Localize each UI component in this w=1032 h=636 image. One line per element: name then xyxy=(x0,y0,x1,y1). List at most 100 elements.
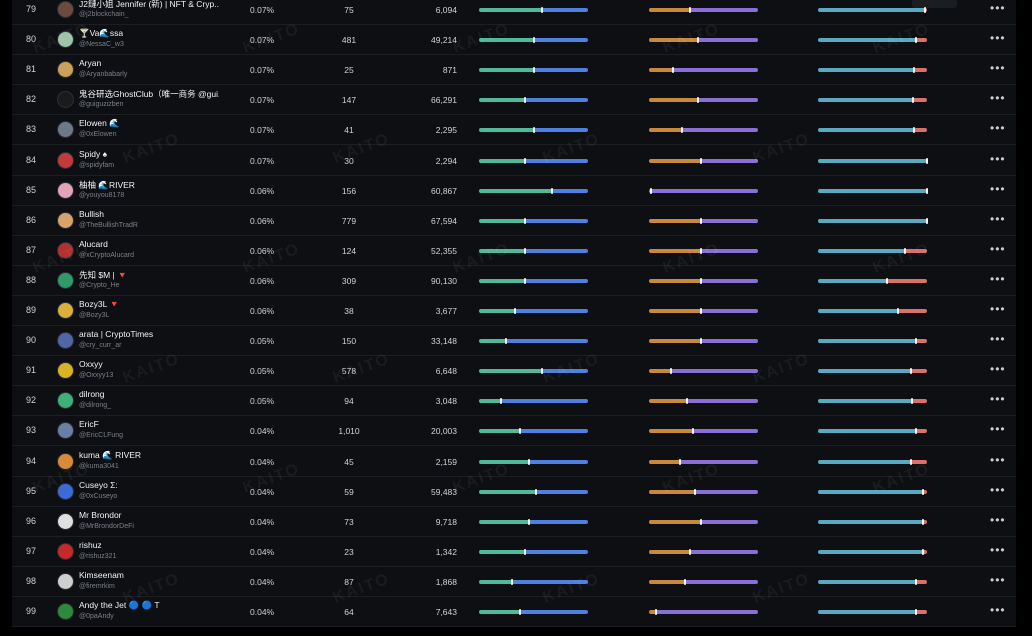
table-row[interactable]: 84 Spidy ♠ @spidyfam 0.07% 30 2,294 ••• xyxy=(12,146,1016,176)
avatar[interactable] xyxy=(57,121,74,139)
more-options-icon[interactable]: ••• xyxy=(990,1,1006,15)
more-options-icon[interactable]: ••• xyxy=(990,512,1006,527)
user-name[interactable]: Mr Brondor xyxy=(79,509,122,520)
engagement-bar xyxy=(649,369,758,374)
avatar[interactable] xyxy=(57,392,74,410)
table-row[interactable]: 81 Aryan @Aryanbabarly 0.07% 25 871 ••• xyxy=(12,55,1016,86)
sentiment-bar-marker xyxy=(510,578,513,585)
avatar[interactable] xyxy=(57,211,74,229)
avatar[interactable] xyxy=(57,362,74,380)
more-options-icon[interactable]: ••• xyxy=(990,332,1006,347)
rank-number: 89 xyxy=(25,305,36,315)
avatar[interactable] xyxy=(57,91,74,109)
user-name[interactable]: Spidy ♠ xyxy=(79,148,108,159)
user-name[interactable]: Bullish xyxy=(79,208,105,219)
more-options-icon[interactable]: ••• xyxy=(990,121,1006,136)
sentiment-bar-marker xyxy=(513,308,516,314)
avatar[interactable] xyxy=(57,422,74,440)
mindshare-percent: 0.04% xyxy=(250,516,275,527)
table-row[interactable]: 86 Bullish @TheBullishTradR 0.06% 779 67,594 •… xyxy=(12,206,1016,236)
more-options-icon[interactable]: ••• xyxy=(990,271,1006,286)
more-options-icon[interactable]: ••• xyxy=(990,452,1006,467)
avatar[interactable] xyxy=(57,482,74,500)
avatar[interactable] xyxy=(57,241,74,259)
avatar[interactable] xyxy=(57,452,74,470)
avatar[interactable] xyxy=(57,181,74,199)
user-name[interactable]: Cuseyo Σ: xyxy=(79,479,118,490)
engagement-bar-marker xyxy=(697,37,700,44)
avatar[interactable] xyxy=(57,61,74,79)
table-row[interactable]: 89 Bozy3L 🔻 @Bozy3L 0.06% 38 3,677 ••• xyxy=(12,296,1016,326)
avatar[interactable] xyxy=(57,512,74,530)
activity-bar-marker xyxy=(912,67,915,74)
table-row[interactable]: 79 J2鏈小姐 Jennifer (新) | NFT & Cryp... @j2b… xyxy=(12,0,1016,25)
user-name[interactable]: Andy the Jet 🔵 🔵 T xyxy=(79,600,160,610)
user-name[interactable]: 鬼谷研选GhostClub（唯一商务 @gui... xyxy=(79,89,219,100)
more-options-icon[interactable]: ••• xyxy=(990,211,1006,226)
engagement-bar xyxy=(649,158,758,163)
more-options-icon[interactable]: ••• xyxy=(990,482,1006,497)
avatar[interactable] xyxy=(57,1,74,18)
more-options-icon[interactable]: ••• xyxy=(990,241,1006,256)
avatar[interactable] xyxy=(57,332,74,350)
avatar[interactable] xyxy=(57,542,74,560)
table-row[interactable]: 85 柚柚 🌊RIVER @youyou8178 0.06% 156 60,867 ••• xyxy=(12,176,1016,206)
more-options-icon[interactable]: ••• xyxy=(990,542,1006,557)
user-name[interactable]: dilrong xyxy=(79,389,105,400)
table-row[interactable]: 94 kuma 🌊 RIVER @kuma3041 0.04% 45 2,159 ••• xyxy=(12,447,1016,477)
user-name[interactable]: rishuz xyxy=(79,539,102,550)
table-row[interactable]: 96 Mr Brondor @MrBrondorDeFi 0.04% 73 9,718 ••… xyxy=(12,507,1016,537)
more-options-icon[interactable]: ••• xyxy=(990,61,1006,76)
user-name[interactable]: Elowen 🌊 xyxy=(79,118,120,129)
activity-bar-marker xyxy=(885,277,888,284)
table-row[interactable]: 82 鬼谷研选GhostClub（唯一商务 @gui... @guiguzizben… xyxy=(12,85,1016,116)
activity-bar xyxy=(818,98,927,103)
avatar[interactable] xyxy=(57,572,74,590)
activity-bar xyxy=(818,248,927,253)
table-row[interactable]: 97 rishuz @rishuz321 0.04% 23 1,342 ••• xyxy=(12,537,1016,567)
user-name[interactable]: kuma 🌊 RIVER xyxy=(79,449,142,460)
more-options-icon[interactable]: ••• xyxy=(990,572,1006,587)
more-options-icon[interactable]: ••• xyxy=(990,422,1006,437)
user-name[interactable]: 先知 $M | 🔻 xyxy=(79,269,128,280)
user-name[interactable]: Kimseenam xyxy=(79,569,124,580)
more-options-icon[interactable]: ••• xyxy=(990,603,1006,617)
table-row[interactable]: 98 Kimseenam @firemrkim 0.04% 87 1,868 ••• xyxy=(12,567,1016,597)
table-row[interactable]: 88 先知 $M | 🔻 @Crypto_He 0.06% 309 90,130 ••• xyxy=(12,266,1016,296)
avatar[interactable] xyxy=(57,271,74,289)
more-options-icon[interactable]: ••• xyxy=(990,362,1006,377)
table-row[interactable]: 95 Cuseyo Σ: @0xCuseyo 0.04% 59 59,483 ••• xyxy=(12,477,1016,507)
more-options-icon[interactable]: ••• xyxy=(990,31,1006,46)
more-options-icon[interactable]: ••• xyxy=(990,392,1006,407)
user-name[interactable]: J2鏈小姐 Jennifer (新) | NFT & Cryp... xyxy=(79,0,219,9)
more-options-icon[interactable]: ••• xyxy=(990,91,1006,106)
metric-total: 3,677 xyxy=(435,306,457,316)
avatar[interactable] xyxy=(57,31,74,49)
activity-bar-marker xyxy=(915,37,918,44)
more-options-icon[interactable]: ••• xyxy=(990,302,1006,316)
user-name[interactable]: EricF xyxy=(79,419,99,430)
table-row[interactable]: 93 EricF @EricCLFung 0.04% 1,010 20,003 ••• xyxy=(12,416,1016,447)
table-row[interactable]: 92 dilrong @dilrong_ 0.05% 94 3,048 ••• xyxy=(12,386,1016,417)
more-options-icon[interactable]: ••• xyxy=(990,151,1006,166)
user-name[interactable]: Alucard xyxy=(79,238,108,249)
avatar[interactable] xyxy=(57,603,74,620)
sentiment-bar xyxy=(479,309,588,313)
table-row[interactable]: 80 🍸Va🌊ssa @NessaC_w3 0.07% 481 49,214 ••• xyxy=(12,25,1016,56)
user-name[interactable]: 柚柚 🌊RIVER xyxy=(79,179,135,190)
table-row[interactable]: 87 Alucard @xCryptoAlucard 0.06% 124 52,355 ••… xyxy=(12,236,1016,266)
avatar[interactable] xyxy=(57,302,74,319)
avatar[interactable] xyxy=(57,151,74,169)
activity-bar xyxy=(818,579,927,584)
user-name[interactable]: Aryan xyxy=(79,58,102,69)
table-row[interactable]: 83 Elowen 🌊 @0xElowen 0.07% 41 2,295 ••• xyxy=(12,115,1016,146)
more-options-icon[interactable]: ••• xyxy=(990,181,1006,196)
sentiment-bar xyxy=(479,158,588,163)
user-name[interactable]: arata | CryptoTimes xyxy=(79,329,154,340)
table-row[interactable]: 90 arata | CryptoTimes @cry_curr_ar 0.05% 15… xyxy=(12,326,1016,357)
table-row[interactable]: 99 Andy the Jet 🔵 🔵 T @0paAndy 0.04% 64 7,643… xyxy=(12,597,1016,627)
table-row[interactable]: 91 Oxxyy @Oxxyy13 0.05% 578 6,648 ••• xyxy=(12,356,1016,387)
user-name[interactable]: Oxxyy xyxy=(79,359,103,370)
user-name[interactable]: Bozy3L 🔻 xyxy=(79,299,120,309)
user-name[interactable]: 🍸Va🌊ssa xyxy=(79,28,124,39)
